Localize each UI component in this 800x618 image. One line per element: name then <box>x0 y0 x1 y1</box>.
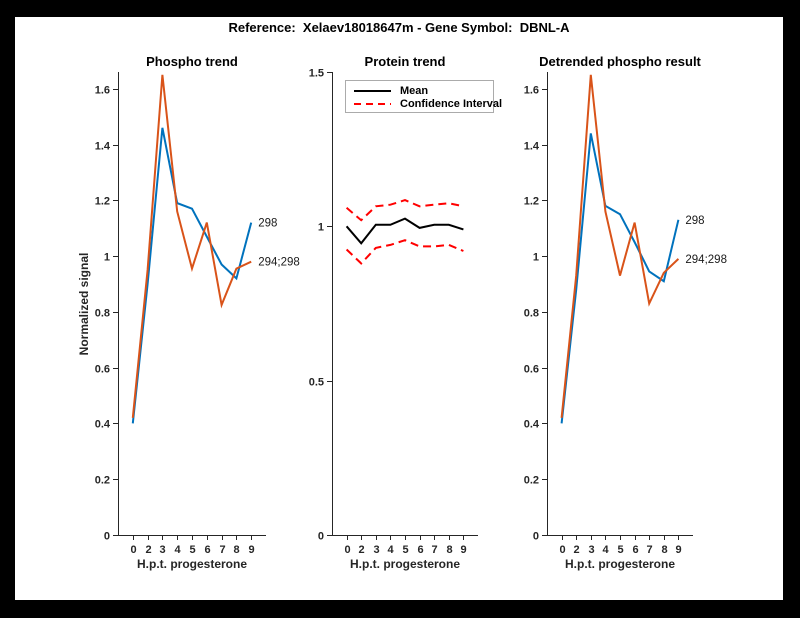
phospho-xaxis-label: H.p.t. progesterone <box>136 557 247 571</box>
x-tick-label: 3 <box>159 544 165 556</box>
x-tick-label: 3 <box>373 544 379 556</box>
legend-row-confidence-interval: Confidence Interval <box>346 97 502 110</box>
series-end-label-294-298: 294;298 <box>685 254 727 266</box>
y-tick-label: 1.4 <box>524 141 540 153</box>
y-tick-label: 1.2 <box>95 196 110 208</box>
x-tick-label: 6 <box>204 544 210 556</box>
x-tick-label: 3 <box>588 544 594 556</box>
y-tick-label: 0.4 <box>524 419 540 431</box>
x-tick-label: 5 <box>189 544 195 556</box>
chart-title-detrended-phospho: Detrended phospho result <box>539 54 701 69</box>
y-tick-label: 0.4 <box>95 419 111 431</box>
y-tick-label: 1.2 <box>524 196 539 208</box>
x-tick-label: 2 <box>358 544 364 556</box>
x-tick-label: 0 <box>130 544 136 556</box>
y-tick-label: 0.2 <box>95 475 110 487</box>
series-line-confidence-interval-upper <box>345 199 464 222</box>
y-tick-label: 0.6 <box>524 364 539 376</box>
y-tick-label: 1.6 <box>95 85 110 97</box>
x-tick-label: 0 <box>559 544 565 556</box>
x-tick-label: 8 <box>661 544 667 556</box>
detrended-xaxis-label: H.p.t. progesterone <box>564 557 675 571</box>
axis-lines <box>118 72 266 536</box>
x-tick-label: 6 <box>417 544 423 556</box>
y-tick-label: 0.8 <box>524 308 539 320</box>
x-tick-label: 9 <box>675 544 681 556</box>
y-tick-label: 0 <box>533 531 539 543</box>
y-tick-label: 0.2 <box>524 475 539 487</box>
series-line-confidence-interval-lower <box>345 239 464 265</box>
protein-trend-plot: 00.511.50 2 3 4 5 6 7 8 9 <box>309 68 478 556</box>
figure-title: Reference: Xelaev18018647m - Gene Symbol… <box>228 20 570 35</box>
x-tick-label: 7 <box>646 544 652 556</box>
axis-lines <box>332 72 478 536</box>
x-tick-label: 0 <box>344 544 350 556</box>
series-line-294-298 <box>131 74 252 418</box>
protein-xaxis-label: H.p.t. progesterone <box>349 557 460 571</box>
confidence-interval-line-sample <box>354 102 391 105</box>
y-tick-label: 0.5 <box>309 377 324 389</box>
y-tick-label: 1 <box>104 252 110 264</box>
x-tick-label: 9 <box>460 544 466 556</box>
phospho-trend-plot: 00.20.40.60.811.21.41.60 2 3 4 5 6 7 8 9298294;2… <box>95 72 300 556</box>
legend-label-confidence-interval: Confidence Interval <box>400 97 503 110</box>
x-tick-label: 7 <box>219 544 225 556</box>
x-tick-label: 5 <box>617 544 623 556</box>
x-tick-label: 8 <box>233 544 239 556</box>
y-tick-label: 1.6 <box>524 85 539 97</box>
x-tick-label: 2 <box>145 544 151 556</box>
series-line-294-298 <box>560 74 680 419</box>
series-line-298 <box>131 127 253 424</box>
y-tick-label: 1.4 <box>95 141 111 153</box>
x-tick-label: 7 <box>431 544 437 556</box>
x-tick-label: 2 <box>573 544 579 556</box>
figure-canvas: Reference: Xelaev18018647m - Gene Symbol… <box>15 17 783 600</box>
y-tick-label: 1.5 <box>309 68 324 80</box>
chart-title-protein-trend: Protein trend <box>364 54 446 69</box>
legend-label-mean: Mean <box>400 84 429 97</box>
series-line-298 <box>560 133 680 424</box>
x-tick-label: 8 <box>446 544 452 556</box>
x-tick-label: 4 <box>174 544 181 556</box>
series-end-label-294-298: 294;298 <box>258 257 300 269</box>
series-line-mean <box>345 217 464 245</box>
y-tick-label: 1 <box>533 252 539 264</box>
legend: Mean Confidence Interval <box>345 80 502 113</box>
y-tick-label: 0.6 <box>95 364 110 376</box>
x-tick-label: 9 <box>248 544 254 556</box>
axis-lines <box>547 72 693 536</box>
series-end-label-298: 298 <box>685 215 704 227</box>
x-tick-label: 4 <box>387 544 394 556</box>
chart-title-phospho-trend: Phospho trend <box>146 54 238 69</box>
mean-line-sample <box>354 89 391 92</box>
phospho-yaxis-label: Normalized signal <box>77 252 91 356</box>
x-tick-label: 4 <box>602 544 609 556</box>
y-tick-label: 0.8 <box>95 308 110 320</box>
y-tick-label: 1 <box>318 222 324 234</box>
detrended-phospho-plot: 00.20.40.60.811.21.41.60 2 3 4 5 6 7 8 9298294;2… <box>524 72 727 556</box>
series-end-label-298: 298 <box>258 218 277 230</box>
x-tick-label: 5 <box>402 544 408 556</box>
legend-row-mean: Mean <box>346 84 493 97</box>
y-tick-label: 0 <box>318 531 324 543</box>
x-tick-label: 6 <box>632 544 638 556</box>
y-tick-label: 0 <box>104 531 110 543</box>
